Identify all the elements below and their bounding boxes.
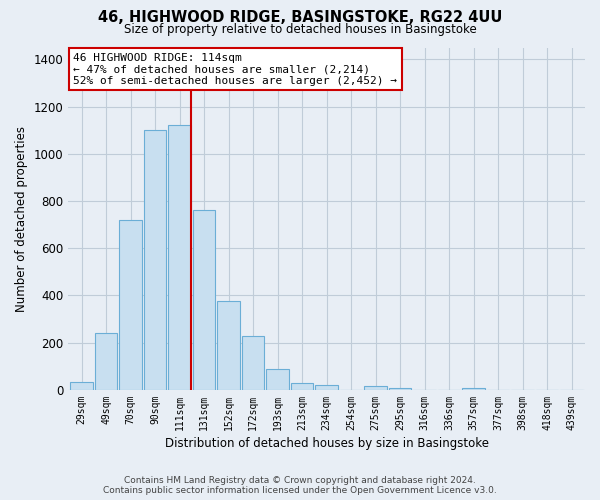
Text: Size of property relative to detached houses in Basingstoke: Size of property relative to detached ho… [124, 22, 476, 36]
Bar [70, 382, 93, 390]
Text: Contains HM Land Registry data © Crown copyright and database right 2024.
Contai: Contains HM Land Registry data © Crown c… [103, 476, 497, 495]
Bar [316, 385, 338, 390]
Bar [364, 386, 387, 390]
Bar [169, 126, 191, 390]
Bar [462, 388, 485, 390]
Text: 46 HIGHWOOD RIDGE: 114sqm
← 47% of detached houses are smaller (2,214)
52% of se: 46 HIGHWOOD RIDGE: 114sqm ← 47% of detac… [73, 52, 397, 86]
X-axis label: Distribution of detached houses by size in Basingstoke: Distribution of detached houses by size … [164, 437, 488, 450]
Bar [291, 383, 313, 390]
Bar [217, 302, 240, 390]
Bar [119, 220, 142, 390]
Bar [144, 130, 166, 390]
Bar [266, 368, 289, 390]
Text: 46, HIGHWOOD RIDGE, BASINGSTOKE, RG22 4UU: 46, HIGHWOOD RIDGE, BASINGSTOKE, RG22 4U… [98, 10, 502, 25]
Bar [193, 210, 215, 390]
Bar [242, 336, 265, 390]
Bar [389, 388, 412, 390]
Bar [95, 334, 118, 390]
Y-axis label: Number of detached properties: Number of detached properties [15, 126, 28, 312]
